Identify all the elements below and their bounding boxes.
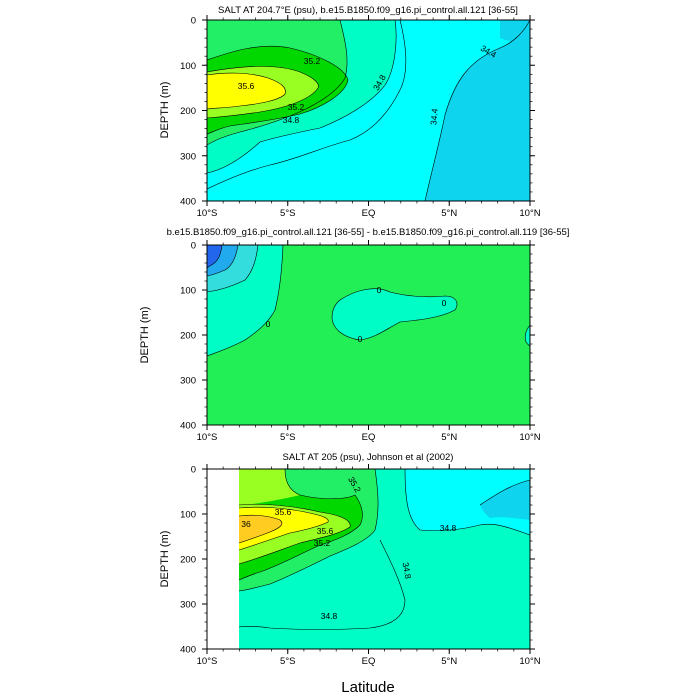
panel-1-axes: 10°S 5°S EQ 5°N 10°N 0 100 200 300 400	[180, 15, 541, 219]
contour-label: 36	[241, 519, 251, 529]
contour-label: 0	[442, 298, 447, 308]
contour-label: 34.8	[321, 611, 338, 621]
x-tick-label: 10°S	[197, 656, 218, 667]
y-tick-label: 200	[180, 106, 196, 117]
y-tick-label: 400	[180, 421, 196, 432]
contour-label: 35.2	[314, 538, 331, 548]
fill-no-data	[207, 469, 239, 649]
panel-3-contour-labels: 35.2 35.6 36 35.6 35.2 34.8 34.8 34.8	[241, 475, 456, 621]
y-tick-label: 300	[180, 376, 196, 387]
contour-label: 34.4	[428, 108, 439, 126]
y-tick-label: 100	[180, 61, 196, 72]
panel-2-difference: b.e15.B1850.f09_g16.pi_control.all.121 […	[139, 227, 569, 443]
contour-label: 34.8	[440, 523, 457, 533]
fill-low-east	[425, 20, 530, 201]
y-tick-label: 400	[180, 645, 196, 656]
x-tick-label: 5°N	[441, 208, 457, 219]
y-tick-label: 300	[180, 600, 196, 611]
y-tick-label: 0	[191, 465, 196, 476]
panel-2-axes: 10°S 5°S EQ 5°N 10°N 0 100 200 300 400	[180, 240, 541, 443]
fill-cap-east	[500, 20, 530, 43]
panel-2-ylabel: DEPTH (m)	[139, 307, 151, 364]
panel-1-title: SALT AT 204.7°E (psu), b.e15.B1850.f09_g…	[218, 5, 518, 16]
panel-3-ylabel: DEPTH (m)	[159, 531, 171, 588]
fill-cyan-east	[405, 469, 530, 535]
x-tick-label: 5°S	[280, 208, 295, 219]
x-tick-label: 5°N	[441, 656, 457, 667]
fill-negative-centre	[332, 288, 457, 340]
x-tick-label: EQ	[362, 208, 376, 219]
panel-3-axes: 10°S 5°S EQ 5°N 10°N 0 100 200 300 400	[180, 464, 541, 667]
contour-label: 35.6	[317, 526, 334, 536]
panel-1-contour-lines	[207, 20, 530, 201]
x-tick-label: EQ	[362, 432, 376, 443]
contour-label: 35.6	[238, 81, 255, 91]
fill-negative-east	[525, 325, 530, 346]
panel-1-contour-fills	[207, 20, 530, 201]
panel-2-title: b.e15.B1850.f09_g16.pi_control.all.121 […	[167, 227, 570, 238]
y-tick-label: 300	[180, 151, 196, 162]
x-tick-label: 10°S	[197, 208, 218, 219]
x-axis-label: Latitude	[341, 679, 394, 696]
x-tick-label: 5°S	[280, 432, 295, 443]
panel-1-model-salinity: SALT AT 204.7°E (psu), b.e15.B1850.f09_g…	[159, 5, 541, 219]
y-tick-label: 200	[180, 331, 196, 342]
contour-label: 35.6	[275, 507, 292, 517]
fill-level-35.6	[207, 73, 286, 109]
panel-2-contour-lines	[207, 245, 530, 357]
x-tick-label: 5°N	[441, 432, 457, 443]
fill-low-east-2	[480, 480, 530, 520]
panel-3-contour-lines	[238, 469, 530, 630]
panel-3-title: SALT AT 205 (psu), Johnson et al (2002)	[283, 452, 454, 463]
panel-3-contour-fills	[207, 469, 530, 649]
x-tick-label: 10°N	[519, 656, 540, 667]
fill-negative-4	[207, 245, 222, 268]
y-tick-label: 0	[191, 241, 196, 252]
y-tick-label: 100	[180, 510, 196, 521]
x-tick-label: 10°S	[197, 432, 218, 443]
panel-3-observed-salinity: SALT AT 205 (psu), Johnson et al (2002) …	[159, 452, 541, 667]
y-tick-label: 400	[180, 197, 196, 208]
contour-label: 35.2	[288, 102, 305, 112]
x-tick-label: 5°S	[280, 656, 295, 667]
y-tick-label: 200	[180, 555, 196, 566]
contour-label: 0	[358, 334, 363, 344]
panel-1-ylabel: DEPTH (m)	[159, 82, 171, 139]
contour-label: 0	[266, 319, 271, 329]
contour-label: 35.2	[304, 56, 321, 66]
contour-label: 0	[377, 285, 382, 295]
fill-level-35.4	[239, 469, 300, 507]
y-tick-label: 100	[180, 286, 196, 297]
panel-2-contour-fills	[207, 245, 530, 425]
x-tick-label: 10°N	[519, 208, 540, 219]
contour-label: 34.8	[401, 561, 414, 579]
x-tick-label: 10°N	[519, 432, 540, 443]
contour-label: 34.8	[283, 115, 300, 125]
fill-level-36	[239, 515, 282, 543]
x-tick-label: EQ	[362, 656, 376, 667]
panel-2-contour-labels: 0 0 0 0	[266, 285, 447, 344]
y-tick-label: 0	[191, 16, 196, 27]
